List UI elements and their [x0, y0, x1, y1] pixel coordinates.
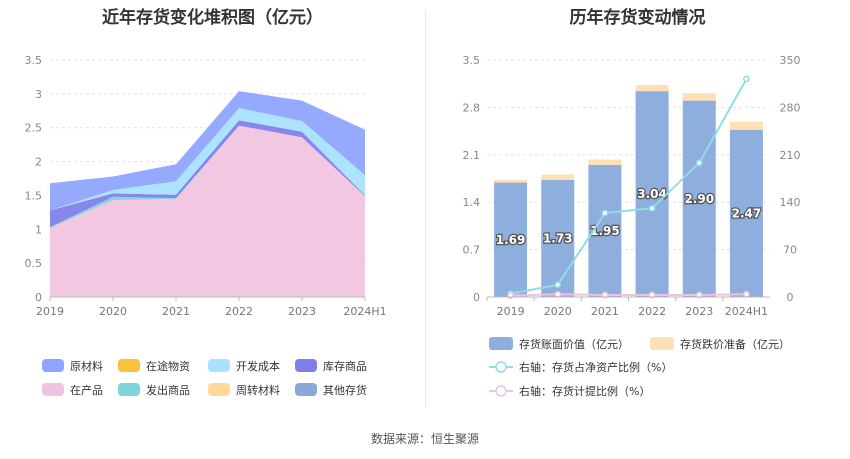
legend-label-impairment-reserve: 存货跌价准备（亿元）	[680, 337, 790, 351]
x-tick-label: 2023	[685, 305, 713, 318]
bar-value-label: 2.47	[732, 206, 762, 220]
line-point	[743, 75, 750, 83]
legend-label-在产品: 在产品	[70, 383, 103, 397]
bar-value-label: 2.90	[684, 192, 714, 206]
legend-swatch-原材料	[42, 359, 64, 372]
y-left-tick-label: 0	[473, 291, 480, 304]
bar-book-value	[682, 100, 716, 297]
area-series-原材料	[50, 91, 365, 211]
y-tick-label: 1.5	[25, 189, 43, 202]
x-tick-label: 2022	[225, 305, 253, 318]
bar-value-label: 3.04	[637, 187, 667, 201]
y-tick-label: 3	[35, 88, 42, 101]
legend-label-开发成本: 开发成本	[236, 359, 280, 373]
y-tick-label: 2	[35, 156, 42, 169]
line-point	[554, 281, 562, 289]
bar-value-label: 1.69	[496, 233, 526, 247]
stacked-area-chart: 0 0.5 1 1.5 2 2.5 3 3.5 2019 2020 2021 2022 2023 2024…	[25, 54, 387, 397]
x-tick-label: 2019	[497, 305, 525, 318]
x-tick-label: 2024H1	[725, 305, 768, 318]
legend-swatch-在途物资	[118, 359, 140, 372]
bar-impairment-reserve	[494, 179, 528, 183]
panel-divider	[425, 10, 426, 408]
line-series-右轴：存货占净资产比例（%）	[510, 78, 748, 295]
legend-swatch-开发成本	[208, 359, 230, 372]
y-right-tick-label: 140	[780, 196, 801, 209]
y-right-tick-label: 350	[780, 54, 801, 67]
y-right-tick-label: 210	[780, 149, 801, 162]
line-point	[648, 204, 656, 212]
y-right-tick-label: 280	[780, 101, 801, 114]
legend-label-line: 右轴：存货占净资产比例（%）	[519, 360, 672, 374]
legend-label-发出商品: 发出商品	[146, 383, 190, 397]
legend-label-book-value: 存货账面价值（亿元）	[519, 337, 629, 351]
bar-book-value	[729, 129, 763, 297]
bar-value-label: 1.73	[543, 231, 573, 245]
y-tick-label: 1	[35, 223, 42, 236]
legend-label-周转材料: 周转材料	[236, 383, 280, 397]
legend-label-line: 右轴：存货计提比例（%）	[519, 384, 650, 398]
legend-line-marker	[495, 385, 507, 397]
line-point	[601, 291, 609, 299]
x-tick-label: 2020	[99, 305, 127, 318]
y-tick-label: 3.5	[25, 54, 43, 67]
bar-impairment-reserve	[682, 93, 716, 101]
y-left-tick-label: 2.8	[463, 101, 481, 114]
x-tick-label: 2020	[544, 305, 572, 318]
x-tick-label: 2021	[162, 305, 190, 318]
y-tick-label: 0	[35, 291, 42, 304]
legend-swatch-其他存货	[295, 383, 317, 396]
legend-swatch-周转材料	[208, 383, 230, 396]
legend-swatch-impairment-reserve	[650, 337, 674, 350]
y-left-tick-label: 3.5	[463, 54, 481, 67]
left-chart-title: 近年存货变化堆积图（亿元）	[102, 8, 323, 28]
left-chart-panel: 近年存货变化堆积图（亿元） 0 0.5 1 1.5 2 2.5 3 3.5 2019 2020 20…	[25, 8, 387, 397]
line-point	[648, 291, 656, 299]
y-right-tick-label: 70	[783, 244, 797, 257]
x-tick-label: 2021	[591, 305, 619, 318]
y-right-tick-label: 0	[787, 291, 794, 304]
bar-book-value	[541, 179, 575, 297]
right-chart-panel: 历年存货变动情况 0 0.7 1.4 2.1 2.8 3.5 0 70 140 210 280 350…	[425, 0, 850, 459]
line-point	[601, 209, 609, 217]
legend-label-原材料: 原材料	[70, 359, 103, 373]
line-point	[554, 290, 562, 298]
legend-swatch-在产品	[42, 383, 64, 396]
area-series-在产品	[50, 125, 365, 297]
legend-label-库存商品: 库存商品	[323, 359, 367, 373]
bar-impairment-reserve	[588, 159, 622, 165]
bar-impairment-reserve	[729, 121, 763, 130]
legend-label-其他存货: 其他存货	[323, 383, 367, 397]
bar-book-value	[635, 91, 669, 297]
x-tick-label: 2022	[638, 305, 666, 318]
line-point	[695, 291, 703, 299]
legend-swatch-库存商品	[295, 359, 317, 372]
y-tick-label: 0.5	[25, 257, 43, 270]
line-point	[695, 159, 703, 167]
legend-swatch-book-value	[489, 337, 513, 350]
right-chart-title: 历年存货变动情况	[569, 8, 706, 28]
y-tick-label: 2.5	[25, 122, 43, 135]
legend-label-在途物资: 在途物资	[146, 359, 190, 373]
line-series-右轴：存货计提比例（%）	[510, 293, 747, 297]
x-tick-label: 2019	[36, 305, 64, 318]
bar-book-value	[494, 182, 528, 297]
y-left-tick-label: 0.7	[463, 244, 481, 257]
line-point	[743, 290, 750, 298]
bar-impairment-reserve	[541, 174, 575, 180]
bar-impairment-reserve	[635, 85, 669, 92]
y-left-tick-label: 2.1	[463, 149, 481, 162]
x-tick-label: 2023	[288, 305, 316, 318]
bar-value-label: 1.95	[590, 224, 620, 238]
data-source: 数据来源：恒生聚源	[370, 432, 479, 446]
y-left-tick-label: 1.4	[463, 196, 481, 209]
legend-line-marker	[495, 361, 507, 373]
legend-swatch-发出商品	[118, 383, 140, 396]
x-tick-label: 2024H1	[343, 305, 386, 318]
inventory-combo-chart: 0 0.7 1.4 2.1 2.8 3.5 0 70 140 210 280 350 1.69 1.73 1…	[463, 54, 801, 398]
